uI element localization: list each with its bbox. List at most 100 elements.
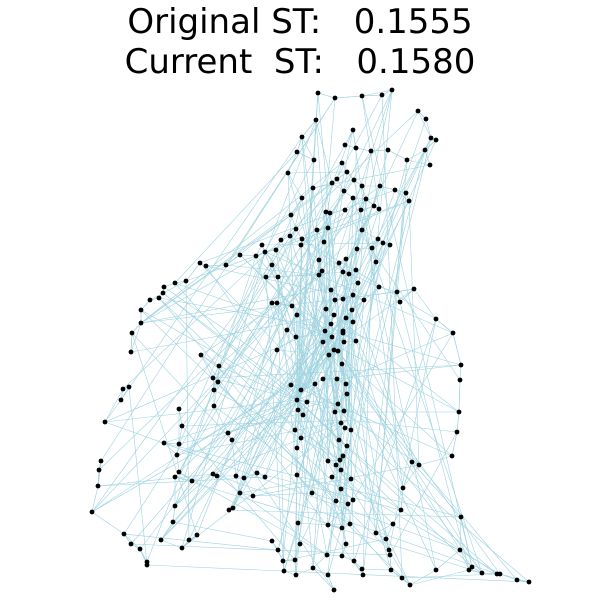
graph-edge [130,543,391,556]
graph-node [454,429,460,435]
graph-edge [381,94,403,579]
graph-edge [149,280,187,301]
graph-edge [297,522,301,545]
graph-node [433,567,439,573]
graph-edge [123,533,279,551]
graph-edge [239,254,257,257]
graph-node [223,262,229,268]
graph-node [309,490,315,496]
graph-node [338,467,344,473]
graph-node [380,240,386,246]
graph-node [316,272,322,278]
graph-node [387,552,393,558]
graph-edge [104,399,122,423]
graph-node [339,361,345,367]
title-block: Original ST: 0.1555 Current ST: 0.1580 [0,2,600,82]
graph-node [316,257,322,263]
graph-node [284,327,290,333]
graph-edge [104,388,124,423]
graph-node [226,507,232,513]
graph-node [241,475,247,481]
graph-edge [122,110,419,390]
graph-edge [91,511,125,535]
graph-edge [294,344,336,561]
graph-edge [163,442,462,518]
graph-edge [327,227,333,338]
graph-edge [97,476,266,487]
graph-node [359,566,365,572]
graph-edge [361,568,392,571]
graph-node [348,427,354,433]
graph-edge [235,475,241,494]
graph-node [340,453,346,459]
graph-edge [361,229,379,240]
graph-edge [174,282,337,466]
graph-edge [91,340,357,513]
graph-edge [362,192,407,576]
graph-edge [178,182,333,410]
graph-node [289,303,295,309]
graph-edge [239,476,333,494]
graph-node [526,579,532,585]
graph-edge [327,523,351,526]
graph-edge [342,271,413,463]
graph-edge [232,212,331,509]
graph-edge [324,330,340,441]
graph-edge [146,119,317,563]
graph-edge [301,136,329,526]
graph-edge [276,329,288,351]
graph-node [333,462,339,468]
graph-edge [327,427,346,526]
graph-edge [315,92,319,121]
graph-node [304,399,310,405]
graph-edge [333,349,453,457]
graph-edge [365,198,380,210]
graph-edge [435,549,461,571]
graph-edge [406,159,431,166]
graph-edge [352,129,404,489]
graph-node [343,381,349,387]
graph-edge [275,249,299,401]
graph-edge [300,200,410,246]
graph-edge [394,189,410,202]
graph-node [297,541,303,547]
graph-edge [212,197,303,379]
graph-node [315,90,321,96]
graph-edge [163,442,178,456]
graph-node [345,501,351,507]
graph-node [346,271,352,277]
graph-node [325,522,331,528]
graph-node [350,195,356,201]
graph-edge [140,162,343,324]
graph-node [197,260,203,266]
graph-node [332,95,338,101]
original-st-label: Original ST: 0.1555 [127,2,473,42]
graph-node [457,547,463,553]
graph-edge [425,118,432,139]
graph-node [433,316,439,322]
graph-edge [296,474,411,586]
graph-node [300,412,306,418]
graph-node [293,334,299,340]
graph-node [323,306,329,312]
graph-edge [212,377,299,401]
graph-node [215,379,221,385]
graph-node [179,545,185,551]
graph-node [399,575,405,581]
graph-edge [300,344,336,391]
graph-node [298,387,304,393]
graph-node [376,284,382,290]
graph-edge [163,442,180,445]
graph-node [203,263,209,269]
graph-node [457,377,463,383]
graph-edge [287,172,327,310]
graph-edge [409,569,470,586]
graph-edge [131,332,233,441]
graph-node [344,169,350,175]
graph-node [319,268,325,274]
graph-node [147,297,153,303]
graph-node [274,347,280,353]
graph-edge [341,321,354,529]
graph-node [359,93,365,99]
